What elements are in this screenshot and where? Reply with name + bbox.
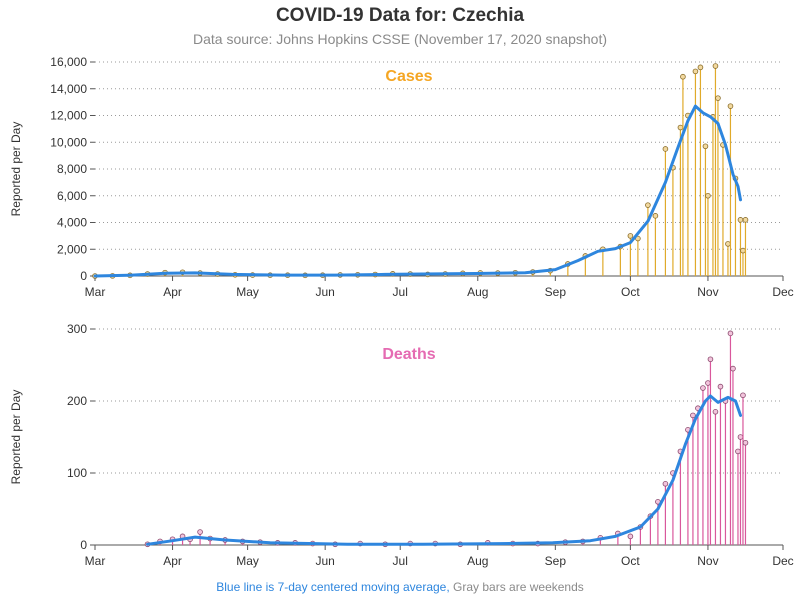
cases-xtick-label: May [236,285,259,299]
cases-xtick-label: Apr [163,285,182,299]
cases-moving-average-line [93,104,742,278]
deaths-bar-marker [737,434,744,440]
deaths-bar-marker [735,448,741,455]
footnote-weekends: Gray bars are weekends [453,580,584,594]
cases-xtick-label: Jul [393,285,408,299]
cases-ytick-label: 14,000 [50,82,87,96]
cases-chart: 0 2,000 4,000 6,000 8,000 10,000 12,000 14,000 1… [9,55,794,299]
cases-bar-marker [742,217,749,223]
deaths-chart: 0 100 200 300 Mar Apr May Jun Jul Aug Sep Oct Nov Dec… [9,322,794,568]
footnote: Blue line is 7-day centered moving avera… [0,580,800,594]
cases-bar-marker [725,241,731,247]
cases-xtick-label: Mar [85,285,106,299]
cases-bar-marker [645,202,651,208]
cases-bar-marker [677,124,684,131]
cases-panel-title: Cases [385,68,432,85]
deaths-bar-marker [627,533,634,540]
deaths-bar-marker [730,365,736,372]
cases-ytick-label: 0 [80,269,87,283]
cases-xtick-label: Jun [315,285,334,299]
deaths-xtick-label: Sep [545,554,567,568]
cases-xtick-label: Oct [621,285,640,299]
deaths-bar-marker [717,383,724,390]
cases-bar-marker [692,68,699,75]
cases-xtick-label: Nov [697,285,718,299]
deaths-bar-marker [707,356,714,363]
deaths-ytick-label: 300 [67,322,87,336]
footnote-moving-average: Blue line is 7-day centered moving avera… [216,580,450,594]
deaths-bar-marker [712,408,719,415]
cases-bar-marker [715,95,721,101]
deaths-bar-marker [727,330,734,337]
deaths-panel-title: Deaths [382,346,435,363]
deaths-bar-marker [742,439,749,446]
cases-ytick-label: 2,000 [57,242,87,256]
cases-ytick-label: 8,000 [57,162,87,176]
deaths-xtick-label: Mar [85,554,106,568]
deaths-xtick-label: Nov [697,554,718,568]
deaths-ytick-label: 100 [67,466,87,480]
deaths-xtick-label: Apr [163,554,182,568]
deaths-bar-marker [740,392,746,399]
cases-ytick-label: 10,000 [50,135,87,149]
cases-bar-marker [702,143,709,150]
deaths-xtick-label: Jul [393,554,408,568]
cases-bar-marker [705,192,711,199]
deaths-xtick-label: May [236,554,259,568]
deaths-ytick-label: 200 [67,394,87,408]
cases-bar-marker [627,233,634,239]
page-title: COVID-19 Data for: Czechia [275,5,525,26]
deaths-bar-marker [690,412,696,419]
cases-xtick-label: Aug [467,285,488,299]
deaths-xtick-label: Aug [467,554,488,568]
cases-xtick-label: Dec [772,285,793,299]
cases-bar-marker [727,103,734,109]
cases-ytick-label: 12,000 [50,109,87,123]
deaths-xtick-label: Dec [772,554,793,568]
deaths-bar-marker [662,480,669,487]
deaths-xtick-label: Oct [621,554,640,568]
cases-ytick-label: 4,000 [57,216,87,230]
cases-bar-marker [662,146,669,152]
cases-bar-marker [737,217,744,223]
deaths-bar-marker [700,385,706,391]
cases-bar-marker [740,247,746,254]
page-subtitle: Data source: Johns Hopkins CSSE (Novembe… [193,31,607,47]
cases-bar-marker [712,63,719,69]
deaths-moving-average-line [146,394,742,546]
deaths-bar-marker [197,529,203,535]
cases-bar-marker [697,64,704,71]
cases-ytick-label: 16,000 [50,55,87,69]
cases-ylabel: Reported per Day [9,122,23,217]
cases-xtick-label: Sep [545,285,567,299]
deaths-bar-marker [705,380,711,386]
deaths-xtick-label: Jun [315,554,334,568]
cases-ytick-label: 6,000 [57,189,87,203]
cases-bar-marker [652,213,659,219]
cases-bar-marker [680,73,686,80]
deaths-ytick-label: 0 [80,538,87,552]
deaths-ylabel: Reported per Day [9,390,23,485]
